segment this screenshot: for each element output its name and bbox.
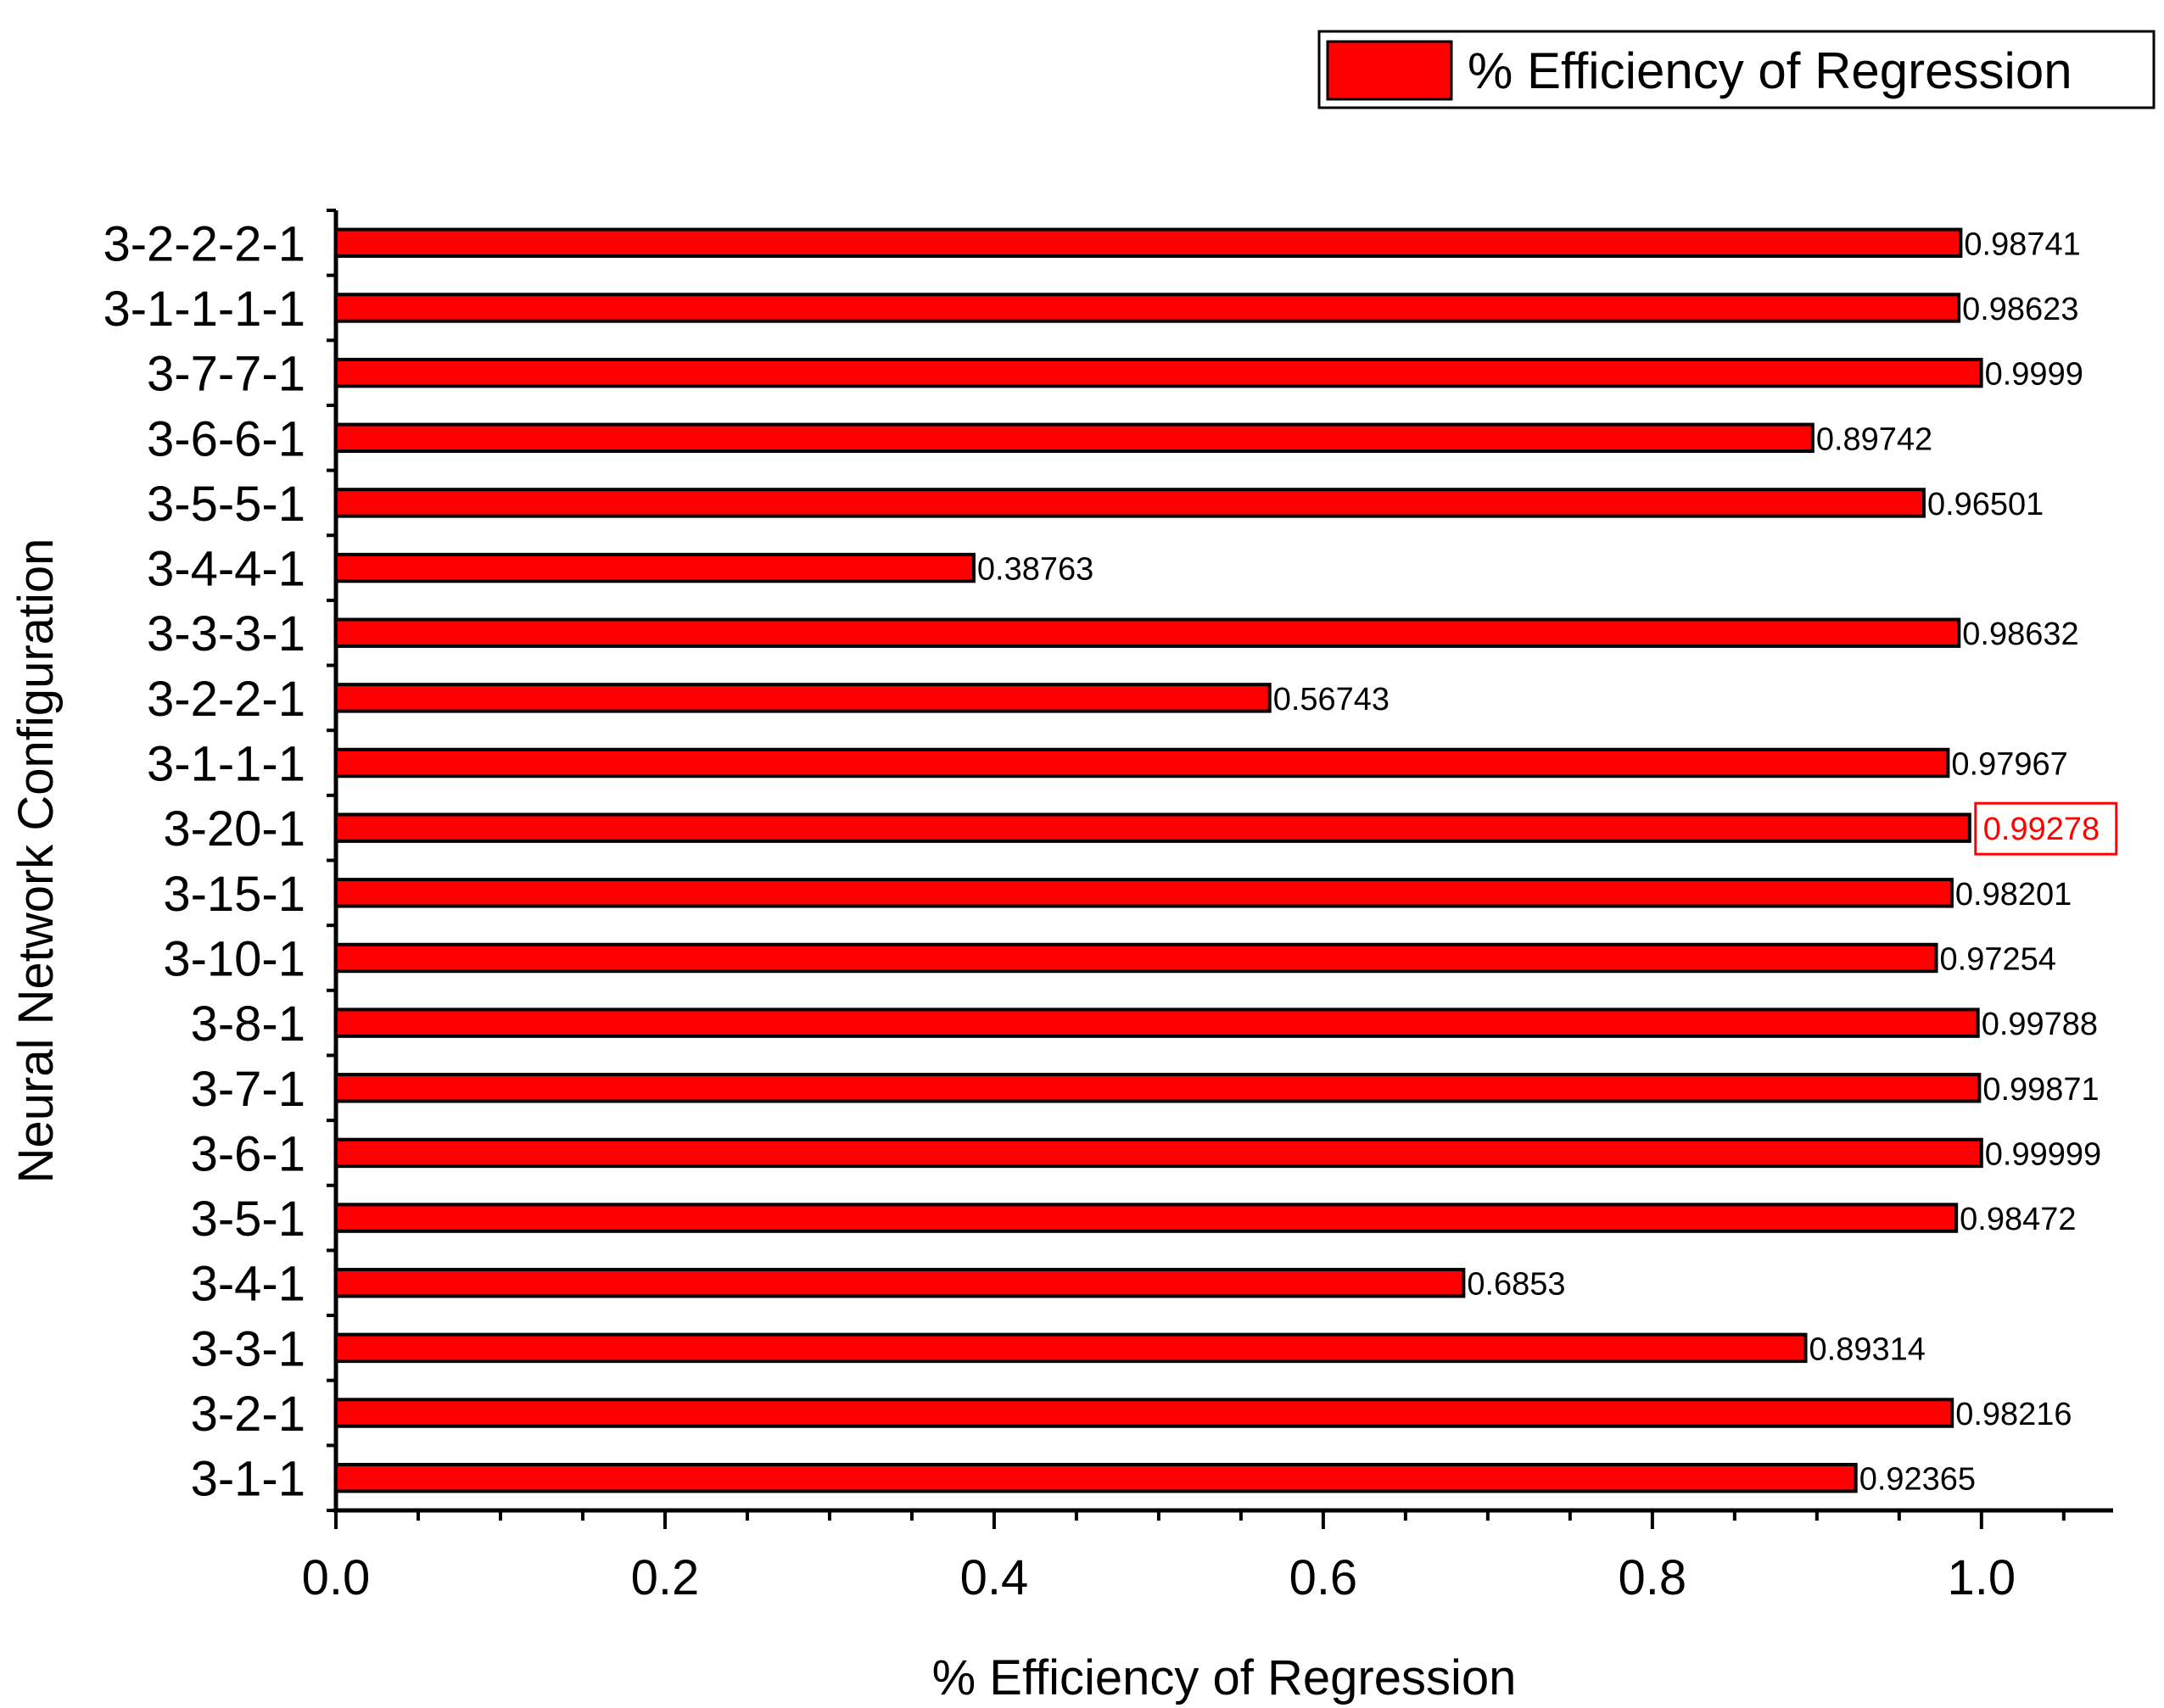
bar-3-8-1	[334, 1007, 1980, 1038]
value-label: 0.96501	[1927, 487, 2044, 522]
value-label: 0.97967	[1951, 747, 2067, 783]
value-label: 0.56743	[1273, 682, 1390, 717]
legend-entry-label: % Efficiency of Regression	[1468, 42, 2072, 99]
bars-group	[334, 227, 1983, 1493]
bar-3-2-2-2-1	[334, 227, 1963, 259]
bar-3-3-3-1	[334, 617, 1961, 648]
bar-3-5-1	[334, 1203, 1959, 1233]
category-label: 3-1-1-1	[147, 737, 305, 792]
y-axis-title: Neural Network Configuration	[8, 539, 64, 1184]
x-tick-label: 1.0	[1947, 1550, 2016, 1605]
category-label: 3-4-4-1	[147, 542, 305, 597]
category-label: 3-2-2-2-1	[103, 216, 305, 271]
legend-swatch	[1326, 40, 1453, 101]
highlight-box	[1974, 801, 2118, 856]
bar-3-2-1	[334, 1398, 1954, 1428]
category-label: 3-2-1	[191, 1387, 305, 1442]
category-labels: 3-2-2-2-1 3-1-1-1-1 3-7-7-1 3-6-6-1 3-5-5-1 3…	[103, 216, 305, 1506]
bar-3-5-5-1	[334, 488, 1926, 518]
value-label: 0.98472	[1960, 1202, 2076, 1237]
value-label: 0.97254	[1940, 941, 2056, 977]
bar-3-20-1	[334, 812, 1971, 843]
value-labels: 0.98741 0.98623 0.9999 0.89742 0.96501 0.3876…	[977, 226, 2118, 1498]
x-tick-label: 0.0	[302, 1550, 371, 1605]
category-label: 3-2-2-1	[147, 672, 305, 727]
value-label: 0.98201	[1955, 877, 2072, 913]
category-label: 3-1-1	[191, 1452, 305, 1507]
x-tick-label: 0.2	[631, 1550, 700, 1605]
x-tick-label: 0.8	[1619, 1550, 1687, 1605]
bar-3-1-1-1-1	[334, 293, 1961, 323]
bar-3-1-1-1	[334, 747, 1950, 779]
category-label: 3-5-5-1	[147, 477, 305, 532]
x-tick-labels: 0.0 0.2 0.4 0.6 0.8 1.0	[302, 1550, 2016, 1605]
category-label: 3-7-1	[191, 1062, 305, 1117]
value-label: 0.92365	[1859, 1462, 1976, 1498]
category-label: 3-3-3-1	[147, 606, 305, 661]
bar-3-15-1	[334, 878, 1954, 908]
category-label: 3-7-7-1	[147, 347, 305, 402]
bar-3-7-7-1	[334, 357, 1983, 388]
value-label: 0.6853	[1467, 1267, 1565, 1303]
category-label: 3-15-1	[163, 867, 305, 922]
bar-3-10-1	[334, 942, 1938, 974]
category-label: 3-1-1-1-1	[103, 282, 305, 337]
legend: % Efficiency of Regression	[1317, 30, 2156, 109]
value-label: 0.98216	[1955, 1397, 2072, 1432]
category-label: 3-5-1	[191, 1192, 305, 1247]
legend-frame	[1317, 30, 2156, 109]
value-label: 0.98741	[1964, 226, 2080, 262]
value-label: 0.89314	[1809, 1331, 1926, 1367]
value-label: 0.89742	[1816, 421, 1932, 457]
value-label: 0.99788	[1982, 1007, 2098, 1042]
x-tick-label: 0.6	[1289, 1550, 1358, 1605]
value-label: 0.99871	[1982, 1072, 2099, 1108]
bar-3-7-1	[334, 1073, 1982, 1103]
category-label: 3-4-1	[191, 1257, 305, 1312]
value-label: 0.98632	[1962, 617, 2078, 652]
bar-3-2-2-1	[334, 683, 1272, 713]
category-label: 3-8-1	[191, 996, 305, 1052]
bar-3-1-1	[334, 1462, 1858, 1493]
x-tick-marks	[334, 1510, 2066, 1529]
category-label: 3-6-1	[191, 1126, 305, 1181]
value-label: 0.98623	[1962, 292, 2078, 327]
x-axis-title: % Efficiency of Regression	[932, 1650, 1517, 1705]
value-label: 0.99278	[1983, 812, 2100, 847]
bar-3-6-1	[334, 1137, 1983, 1169]
plot-area: 0.0 0.2 0.4 0.6 0.8 1.0 3-2-2-2-1 3-1-1-1-1 3-7…	[103, 209, 2118, 1605]
category-label: 3-6-6-1	[147, 411, 305, 466]
bar-3-4-1	[334, 1268, 1466, 1298]
value-label: 0.9999	[1985, 357, 2083, 393]
x-tick-label: 0.4	[960, 1550, 1029, 1605]
category-label: 3-3-1	[191, 1321, 305, 1376]
bar-3-3-1	[334, 1332, 1808, 1364]
bar-3-6-6-1	[334, 422, 1815, 453]
y-tick-marks	[327, 209, 336, 1512]
value-label: 0.99999	[1985, 1136, 2101, 1172]
value-label: 0.38763	[977, 552, 1093, 588]
category-label: 3-10-1	[163, 931, 305, 986]
bar-3-4-4-1	[334, 552, 976, 583]
category-label: 3-20-1	[163, 801, 305, 857]
